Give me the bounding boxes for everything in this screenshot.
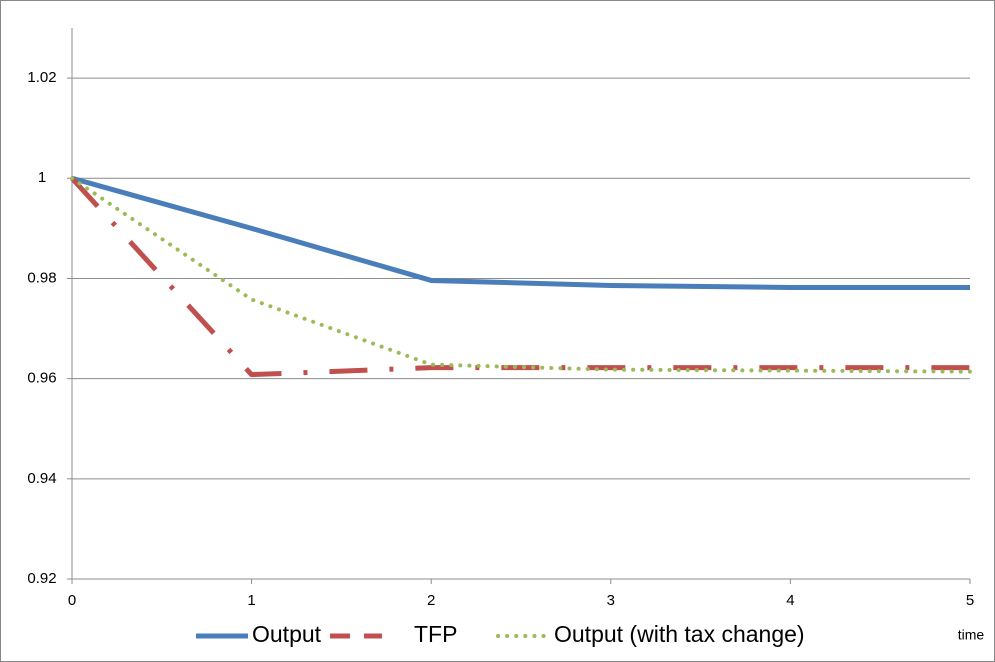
y-tick-label: 0.94 — [27, 470, 56, 487]
legend-label: Output — [252, 621, 322, 647]
y-tick-label: 0.96 — [27, 370, 56, 387]
x-tick-label: 2 — [427, 592, 435, 609]
y-tick-label: 1 — [38, 169, 46, 186]
x-tick-label: 5 — [966, 592, 974, 609]
legend-label: TFP — [414, 621, 457, 647]
series-line — [71, 175, 970, 290]
y-tick-label: 0.92 — [27, 570, 56, 587]
x-tick-label: 1 — [247, 592, 255, 609]
y-tick-label: 0.98 — [27, 269, 56, 286]
x-tick-label: 4 — [786, 592, 794, 609]
x-axis-label: time — [958, 627, 985, 643]
y-tick-label: 1.02 — [27, 69, 56, 86]
series-line — [70, 176, 972, 374]
x-tick-label: 3 — [607, 592, 615, 609]
legend-label: Output (with tax change) — [554, 621, 805, 647]
series-line — [70, 176, 970, 378]
x-tick-label: 0 — [68, 592, 76, 609]
